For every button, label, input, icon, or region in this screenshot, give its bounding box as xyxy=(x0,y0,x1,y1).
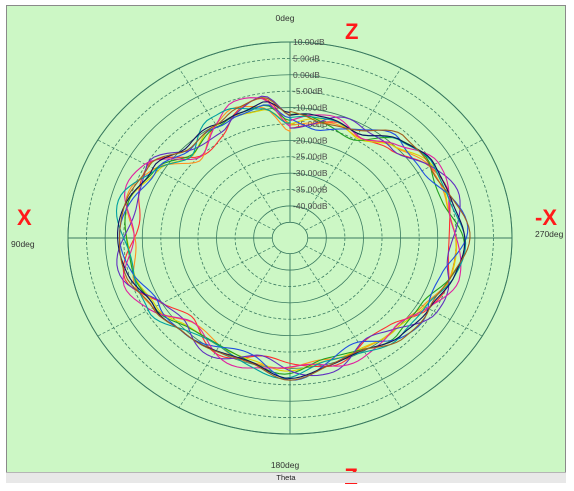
grid-spoke xyxy=(305,245,483,337)
radial-tick-label: -20.00dB xyxy=(293,135,328,145)
radial-tick-label: -15.00dB xyxy=(293,119,328,129)
radial-tick-label: -30.00dB xyxy=(293,168,328,178)
radial-tick-label: 10.00dB xyxy=(293,37,325,47)
grid-spoke xyxy=(178,68,282,225)
angle-label-left: 90deg xyxy=(11,239,35,249)
radial-tick-label: -10.00dB xyxy=(293,103,328,113)
radial-tick-labels: 10.00dB 5.00dB 0.00dB -5.00dB -10.00dB -15.00… xyxy=(293,37,328,211)
radial-tick-label: 0.00dB xyxy=(293,70,320,80)
angle-label-right: 270deg xyxy=(535,229,564,239)
radial-tick-label: -40.00dB xyxy=(293,201,328,211)
pattern-curve-6 xyxy=(116,95,461,377)
pattern-curve-9 xyxy=(117,101,466,379)
grid-spoke xyxy=(178,251,282,408)
grid-spoke xyxy=(305,139,483,231)
pattern-curve-10 xyxy=(118,96,471,381)
angle-label-top: 0deg xyxy=(276,13,295,23)
pattern-curve-8 xyxy=(115,107,467,379)
axis-label-z: Z xyxy=(345,19,358,44)
grid-spoke xyxy=(97,139,275,231)
radial-tick-label: -25.00dB xyxy=(293,152,328,162)
grid-spoke xyxy=(97,245,275,337)
pattern-curve-7 xyxy=(122,97,462,369)
radial-tick-label: -5.00dB xyxy=(293,86,323,96)
pattern-curve-2 xyxy=(125,105,457,369)
radial-tick-label: -35.00dB xyxy=(293,185,328,195)
grid-spoke xyxy=(298,68,402,225)
radial-tick-label: 5.00dB xyxy=(293,53,320,63)
angle-label-bottom: 180deg xyxy=(271,460,300,470)
axis-label-x: X xyxy=(17,205,32,230)
polar-plot: 10.00dB 5.00dB 0.00dB -5.00dB -10.00dB -15.00… xyxy=(11,13,564,484)
grid-center xyxy=(271,221,309,255)
axis-label-neg-x: -X xyxy=(535,205,557,230)
theta-axis-bar: Theta xyxy=(6,472,566,483)
grid-spoke xyxy=(298,251,402,408)
polar-chart-panel: 10.00dB 5.00dB 0.00dB -5.00dB -10.00dB -15.00… xyxy=(6,5,566,484)
pattern-curves xyxy=(115,95,471,381)
